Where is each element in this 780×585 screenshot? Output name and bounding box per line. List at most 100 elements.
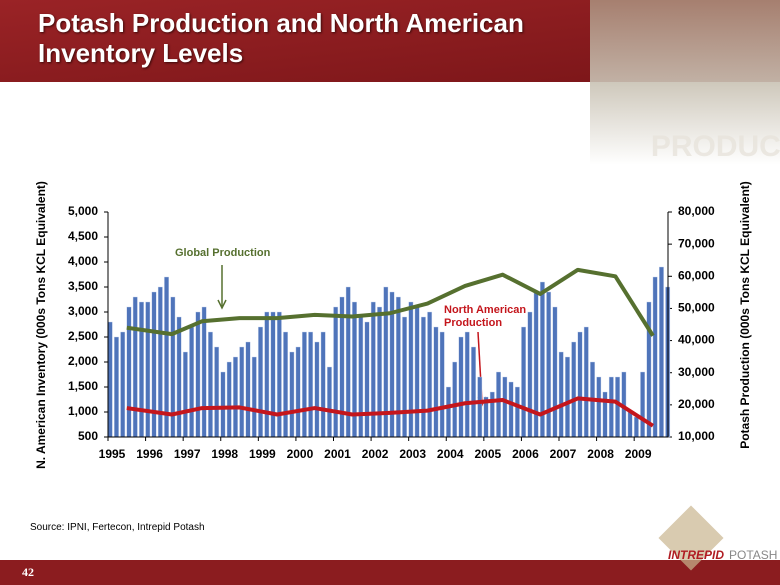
bar	[508, 381, 514, 438]
y-tick-label: 4,500	[68, 229, 98, 243]
bar	[189, 326, 195, 438]
bar	[120, 331, 126, 438]
y2-tick-label: 30,000	[678, 365, 715, 379]
x-tick-label: 1999	[249, 447, 276, 461]
x-tick-label: 2004	[437, 447, 464, 461]
y-tick-label: 3,500	[68, 279, 98, 293]
y2-tick-label: 50,000	[678, 301, 715, 315]
header-image-text: PRODUCTS	[651, 130, 780, 163]
x-tick-label: 2007	[550, 447, 577, 461]
bar	[201, 306, 207, 438]
x-tick-label: 2001	[324, 447, 351, 461]
bar	[239, 346, 245, 438]
x-tick-label: 1998	[211, 447, 238, 461]
source-note: Source: IPNI, Fertecon, Intrepid Potash	[30, 522, 205, 533]
bar	[301, 331, 307, 438]
bar	[583, 326, 589, 438]
bar	[577, 331, 583, 438]
bar	[145, 301, 151, 438]
bar	[377, 306, 382, 438]
y-tick-label: 2,500	[68, 329, 98, 343]
y-tick-label: 2,000	[68, 354, 98, 368]
y-axis-title: N. American Inventory (000s Tons KCL Equ…	[34, 181, 48, 469]
bar	[327, 366, 332, 438]
x-tick-label: 2003	[399, 447, 426, 461]
page-number: 42	[22, 565, 34, 579]
bar	[251, 356, 257, 438]
line-series	[126, 267, 655, 337]
bar	[114, 336, 119, 438]
bar	[233, 356, 238, 438]
bar	[427, 311, 433, 438]
bar	[652, 276, 658, 438]
arrow-head	[217, 299, 227, 310]
bar	[420, 316, 426, 438]
bar	[615, 376, 620, 438]
bar	[395, 296, 401, 438]
bar	[258, 326, 263, 438]
bar	[132, 296, 138, 438]
bar	[283, 331, 288, 438]
logo-sub: POTASH	[729, 548, 777, 562]
bar	[289, 351, 295, 438]
bar	[314, 341, 320, 438]
bar	[640, 371, 646, 438]
y2-tick-label: 80,000	[678, 204, 715, 218]
y-tick-label: 3,000	[68, 304, 98, 318]
y-tick-label: 1,000	[68, 404, 98, 418]
bar	[514, 386, 520, 438]
line-series	[126, 396, 655, 428]
bar	[464, 331, 470, 438]
bar	[214, 346, 220, 438]
bar	[552, 306, 558, 438]
logo-mark	[658, 505, 724, 571]
bar	[521, 326, 527, 438]
x-tick-label: 1995	[99, 447, 126, 461]
bar	[270, 311, 276, 438]
y-tick-label: 5,000	[68, 204, 98, 218]
x-tick-label: 2006	[512, 447, 539, 461]
bar	[352, 301, 357, 438]
logo-main: INTREPID	[668, 548, 724, 562]
bar	[208, 331, 213, 438]
series-annotation: Global Production	[175, 247, 271, 259]
bar	[364, 321, 370, 438]
x-tick-label: 2005	[474, 447, 501, 461]
y2-tick-label: 20,000	[678, 397, 715, 411]
bar	[627, 411, 633, 438]
y2-tick-label: 60,000	[678, 268, 715, 282]
x-tick-label: 2000	[287, 447, 314, 461]
bar	[151, 291, 157, 438]
series-annotation: North American Production	[444, 304, 527, 329]
bar	[565, 356, 570, 438]
y-tick-label: 4,000	[68, 254, 98, 268]
x-tick-label: 1997	[174, 447, 201, 461]
bar	[477, 376, 483, 438]
bar	[414, 306, 420, 438]
bar	[308, 331, 314, 438]
bar	[489, 391, 495, 438]
header-image	[590, 0, 780, 165]
bar	[596, 376, 602, 438]
bar	[320, 331, 326, 438]
bar	[295, 346, 301, 438]
y-tick-label: 500	[78, 429, 98, 443]
bar	[139, 301, 144, 438]
bar	[264, 311, 270, 438]
bar	[182, 351, 188, 438]
y2-tick-label: 40,000	[678, 333, 715, 347]
bar	[571, 341, 577, 438]
x-tick-label: 1996	[136, 447, 163, 461]
bar	[226, 361, 232, 438]
bar	[195, 311, 201, 438]
bar	[659, 266, 664, 438]
x-tick-label: 2009	[625, 447, 652, 461]
bar	[245, 341, 251, 438]
bar	[608, 376, 614, 438]
y2-tick-label: 70,000	[678, 236, 715, 250]
x-tick-label: 2008	[587, 447, 614, 461]
bar	[408, 301, 414, 438]
bar	[446, 386, 451, 438]
